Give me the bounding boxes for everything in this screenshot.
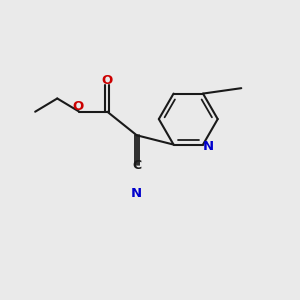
Text: O: O xyxy=(102,74,113,87)
Text: N: N xyxy=(203,140,214,153)
Text: N: N xyxy=(131,187,142,200)
Text: O: O xyxy=(72,100,83,113)
Text: C: C xyxy=(132,159,141,172)
